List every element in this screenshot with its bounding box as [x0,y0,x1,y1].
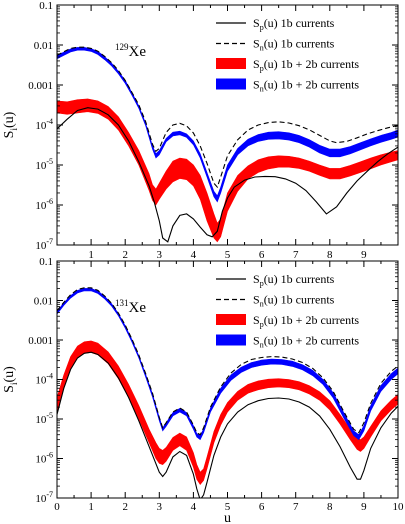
y-axis-title: Si(u) [2,366,19,393]
sn-2b-band [57,47,398,203]
isotope-label: 131Xe [115,298,146,316]
y-tick-label: 10-4 [35,372,53,387]
y-tick-label: 0.1 [39,256,53,268]
y-tick-label: 10-4 [35,117,53,132]
y-axis-title: Si(u) [2,111,19,138]
y-tick-label: 0.001 [28,335,53,347]
plot-area [57,287,398,498]
legend-label: Sp(u) 1b + 2b currents [253,57,359,73]
legend-swatch [216,334,246,346]
sp-1b-line [57,107,398,243]
x-tick-label: 5 [225,501,231,513]
y-tick-label: 10-5 [35,411,53,426]
legend-label: Sp(u) 1b currents [253,272,335,288]
legend-item: Sp(u) 1b + 2b currents [216,313,359,329]
x-tick-label: 9 [361,501,367,513]
sp-2b-band [57,340,398,486]
legend-label: Sn(u) 1b currents [253,293,335,309]
panel-bottom: 0 1 2 3 4 5 6 7 8 9 10 10-7 10-6 10-5 10-4 0.001 0.01 0.1… [2,256,404,524]
x-tick-label: 8 [327,249,333,261]
x-tick-label: 8 [327,501,333,513]
y-tick-label: 10-6 [35,451,53,466]
y-tick-label: 0.1 [39,0,53,12]
x-tick-label: 2 [122,249,128,261]
x-tick-label: 7 [293,501,299,513]
y-tick-label: 10-6 [35,197,53,212]
y-tick-label: 10-7 [35,490,53,505]
x-tick-label: 7 [293,249,299,261]
legend-label: Sn(u) 1b + 2b currents [253,334,359,350]
sn-1b-line [57,287,398,436]
y-tick-label: 10-5 [35,157,53,172]
x-tick-label: 3 [157,249,163,261]
x-tick-label: 2 [122,501,128,513]
legend-swatch [216,314,246,325]
legend-item: Sn(u) 1b currents [216,37,335,53]
legend-item: Sp(u) 1b currents [216,16,335,32]
x-tick-label: 3 [157,501,163,513]
x-tick-label: 9 [361,249,367,261]
x-tick-label: 6 [259,249,265,261]
legend-item: Sp(u) 1b + 2b currents [216,57,359,73]
sp-1b-line [57,351,398,498]
sp-2b-band [57,98,398,243]
x-tick-label: 0 [54,501,60,513]
x-tick-label: 6 [259,501,265,513]
legend: Sp(u) 1b currents Sn(u) 1b currents Sp(u) … [216,272,359,350]
y-tick-label: 0.01 [34,40,53,52]
legend-swatch [216,78,246,90]
legend-label: Sp(u) 1b currents [253,16,335,32]
legend-item: Sn(u) 1b currents [216,293,335,309]
legend-swatch [216,58,246,69]
legend-item: Sp(u) 1b currents [216,272,335,288]
y-tick-label: 10-7 [35,237,53,252]
legend-item: Sn(u) 1b + 2b currents [216,78,359,94]
x-tick-label: 10 [393,501,405,513]
x-axis-title: u [224,511,231,524]
legend-item: Sn(u) 1b + 2b currents [216,334,359,350]
legend-label: Sn(u) 1b currents [253,37,335,53]
y-tick-label: 0.001 [28,80,53,92]
x-tick-label: 4 [191,501,197,513]
plot-area [57,46,398,243]
x-tick-label: 4 [191,249,197,261]
legend-label: Sn(u) 1b + 2b currents [253,78,359,94]
legend-label: Sp(u) 1b + 2b currents [253,313,359,329]
sn-1b-line [57,46,398,189]
x-tick-label: 5 [225,249,231,261]
y-tick-label: 0.01 [34,296,53,308]
x-tick-label: 1 [88,501,94,513]
panel-top: 1 2 3 4 5 6 7 8 9 10-7 10-6 10-5 10-4 0.001 0.01 0.1 Si(… [2,0,399,261]
x-tick-label: 1 [88,249,94,261]
isotope-label: 129Xe [115,42,146,60]
legend: Sp(u) 1b currents Sn(u) 1b currents Sp(u) … [216,16,359,94]
